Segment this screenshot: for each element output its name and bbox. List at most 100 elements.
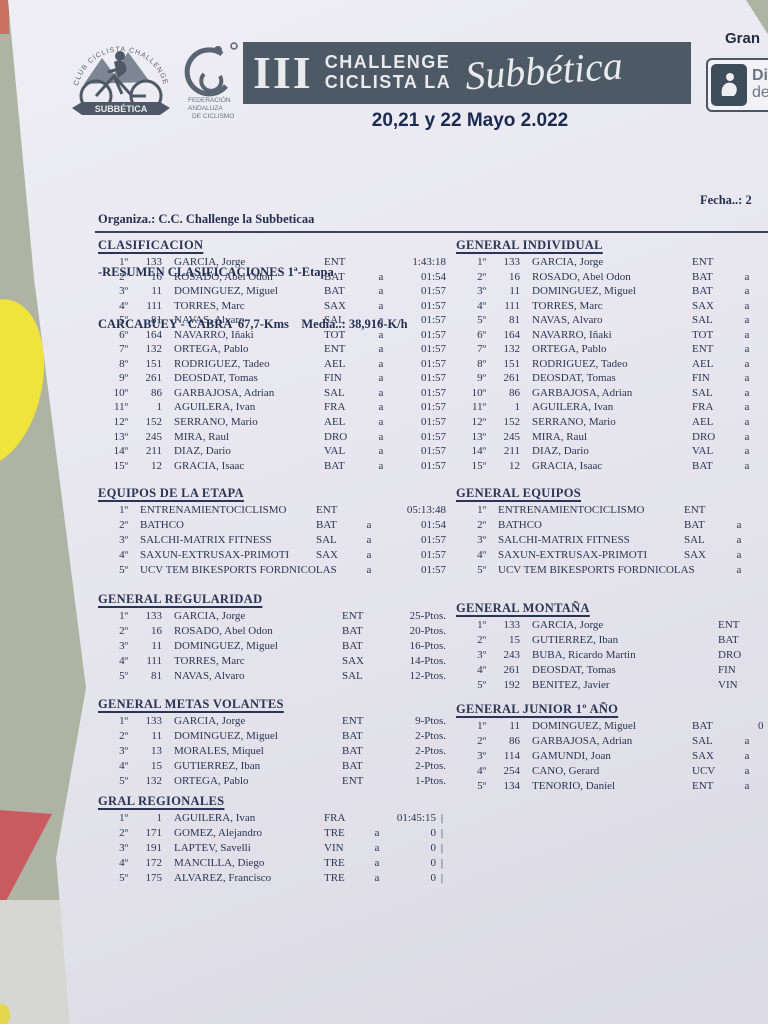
event-banner: III CHALLENGE CICLISTA LA Subbética	[243, 42, 691, 104]
cell-name: TORRES, Marc	[174, 299, 245, 312]
cell-gap: a	[744, 314, 750, 327]
cell-team: TRE	[324, 857, 345, 870]
cell-gap: a	[378, 401, 384, 414]
cell-dorsal: 11	[151, 640, 162, 653]
cell-team: AEL	[692, 357, 714, 370]
cell-points: 2-Ptos.	[415, 760, 446, 773]
cell-time: 01:57	[420, 416, 446, 429]
cell-gap: a	[374, 872, 380, 885]
cell-team: BAT	[692, 720, 713, 732]
cell-name: LAPTEV, Savelli	[174, 842, 251, 855]
table-row: 1º 11 DOMINGUEZ, Miguel BAT 0	[456, 720, 768, 735]
cell-name: BATHCO	[140, 519, 185, 532]
section-title: GRAL REGIONALES	[98, 794, 225, 808]
cell-dorsal: 192	[503, 679, 521, 692]
cell-name: GARBAJOSA, Adrian	[532, 386, 633, 399]
cell-time: 1:43:18	[412, 256, 446, 268]
cell-code: SAX	[316, 549, 339, 562]
cell-points: 25-Ptos.	[409, 610, 446, 622]
cell-name: SALCHI-MATRIX FITNESS	[140, 534, 272, 547]
table-row: 1º ENTRENAMIENTOCICLISMO ENT 05:13:48	[98, 504, 446, 519]
cell-gap: a	[378, 343, 384, 356]
cell-team: DRO	[324, 430, 348, 443]
cell-dorsal: 243	[503, 649, 521, 662]
cell-team: BAT	[342, 625, 363, 638]
cell-team: BAT	[324, 459, 345, 472]
cell-dorsal: 111	[504, 299, 520, 312]
cell-pos: 15º	[113, 459, 128, 472]
table-row: 5º 132 ORTEGA, Pablo ENT 1-Ptos.	[98, 775, 446, 790]
cell-dorsal: 132	[145, 775, 163, 788]
table-row: 2º 15 GUTIERREZ, Iban BAT	[456, 634, 768, 649]
cell-name: RODRIGUEZ, Tadeo	[532, 357, 628, 370]
cell-time: 0	[430, 857, 437, 870]
section-clasificacion: CLASIFICACION 1º 133 GARCIA, Jorge ENT 1:43:…	[98, 238, 446, 474]
cell-name: ROSADO, Abel Odon	[174, 625, 273, 638]
background-red-sliver	[0, 0, 9, 34]
table-row: 5º 81 NAVAS, Alvaro SAL a 01:57	[98, 314, 446, 329]
cell-pos: 4º	[119, 760, 128, 773]
cell-pos: 3º	[119, 745, 128, 758]
banner-title: CHALLENGE CICLISTA LA	[324, 52, 452, 93]
table-row: 2º BATHCO BAT a 01:54	[98, 519, 446, 534]
banner-line2: CICLISTA LA	[324, 72, 452, 92]
section-title: GENERAL INDIVIDUAL	[456, 238, 603, 252]
table-row: 1º 1 AGUILERA, Ivan FRA 01:45:15 |	[98, 812, 448, 827]
cell-dorsal: 261	[503, 372, 521, 385]
cell-gap: a	[366, 549, 372, 562]
cell-pos: 3º	[477, 285, 486, 298]
cell-pos: 11º	[471, 401, 486, 414]
cell-dorsal: 1	[156, 401, 163, 414]
cell-pos: 3º	[477, 534, 486, 547]
cell-name: GARCIA, Jorge	[174, 715, 246, 727]
federation-rider-head	[214, 46, 222, 54]
cell-gap: a	[736, 549, 742, 562]
table-row: 4º 172 MANCILLA, Diego TRE a 0 |	[98, 857, 448, 872]
cell-time: 01:54	[420, 519, 446, 532]
cell-pos: 3º	[477, 750, 486, 763]
cell-team: AEL	[324, 416, 346, 429]
cell-name: GARBAJOSA, Adrian	[174, 386, 275, 399]
cell-team: SAX	[324, 299, 347, 312]
cell-dorsal: 172	[145, 857, 163, 870]
table-row: 4º 111 TORRES, Marc SAX a 01:57	[98, 300, 446, 315]
cell-pos: 3º	[119, 640, 128, 653]
cell-pos: 14º	[113, 445, 128, 458]
cell-dorsal: 164	[145, 328, 163, 341]
cell-name: TORRES, Marc	[174, 655, 245, 668]
cell-dorsal: 11	[151, 730, 162, 743]
cell-pos: 4º	[477, 299, 486, 312]
table-row: 15º 12 GRACIA, Isaac BAT a 01:57	[98, 460, 446, 475]
cell-name: DIAZ, Dario	[532, 445, 589, 458]
cell-team: TRE	[324, 872, 345, 885]
cell-team: SAL	[692, 735, 713, 748]
section-general-junior: GENERAL JUNIOR 1º AÑO 1º 11 DOMINGUEZ, Mig…	[456, 702, 768, 795]
cell-name: DOMINGUEZ, Miguel	[174, 285, 278, 298]
cell-dorsal: 151	[145, 357, 163, 370]
cell-gap: a	[744, 299, 750, 312]
cell-pos: 13º	[471, 430, 486, 443]
cell-time: 05:13:48	[406, 504, 446, 516]
cell-gap: a	[378, 386, 384, 399]
table-row: 8º 151 RODRIGUEZ, Tadeo AEL a	[456, 358, 768, 373]
cell-pos: 7º	[119, 343, 128, 356]
table-row: 3º 114 GAMUNDI, Joan SAX a	[456, 750, 768, 765]
cell-team: TRE	[324, 827, 345, 840]
cell-dorsal: 12	[151, 459, 162, 472]
cell-gap: a	[374, 857, 380, 870]
cell-gap: a	[378, 445, 384, 458]
mountains-graphic	[84, 52, 150, 84]
cell-name: DEOSDAT, Tomas	[532, 372, 616, 385]
cell-points: 2-Ptos.	[415, 730, 446, 743]
cell-dorsal: 134	[503, 780, 521, 793]
cell-pos: 1º	[119, 715, 128, 727]
cell-dorsal: 114	[503, 750, 520, 763]
results-table: 1º ENTRENAMIENTOCICLISMO ENT 05:13:48 2º BATH…	[98, 504, 446, 579]
section-general-individual: GENERAL INDIVIDUAL 1º 133 GARCIA, Jorge ENT…	[456, 238, 768, 474]
cell-time: 01:54	[420, 270, 446, 283]
cell-gap: a	[378, 285, 384, 298]
cell-team: AEL	[692, 416, 714, 429]
cell-team: BAT	[342, 760, 363, 773]
cell-time: 01:45:15	[396, 812, 436, 824]
cell-time: 01:57	[420, 299, 446, 312]
